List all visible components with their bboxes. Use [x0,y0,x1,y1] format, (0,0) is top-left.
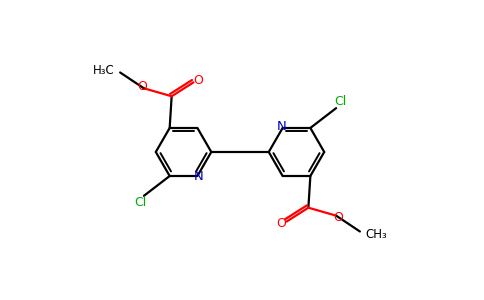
Text: Cl: Cl [334,95,346,108]
Text: CH₃: CH₃ [366,228,388,241]
Text: H₃C: H₃C [92,64,114,77]
Text: N: N [194,170,203,184]
Text: O: O [277,217,287,230]
Text: N: N [277,121,287,134]
Text: O: O [333,211,343,224]
Text: O: O [137,80,147,93]
Text: O: O [194,74,203,87]
Text: Cl: Cl [134,196,146,209]
